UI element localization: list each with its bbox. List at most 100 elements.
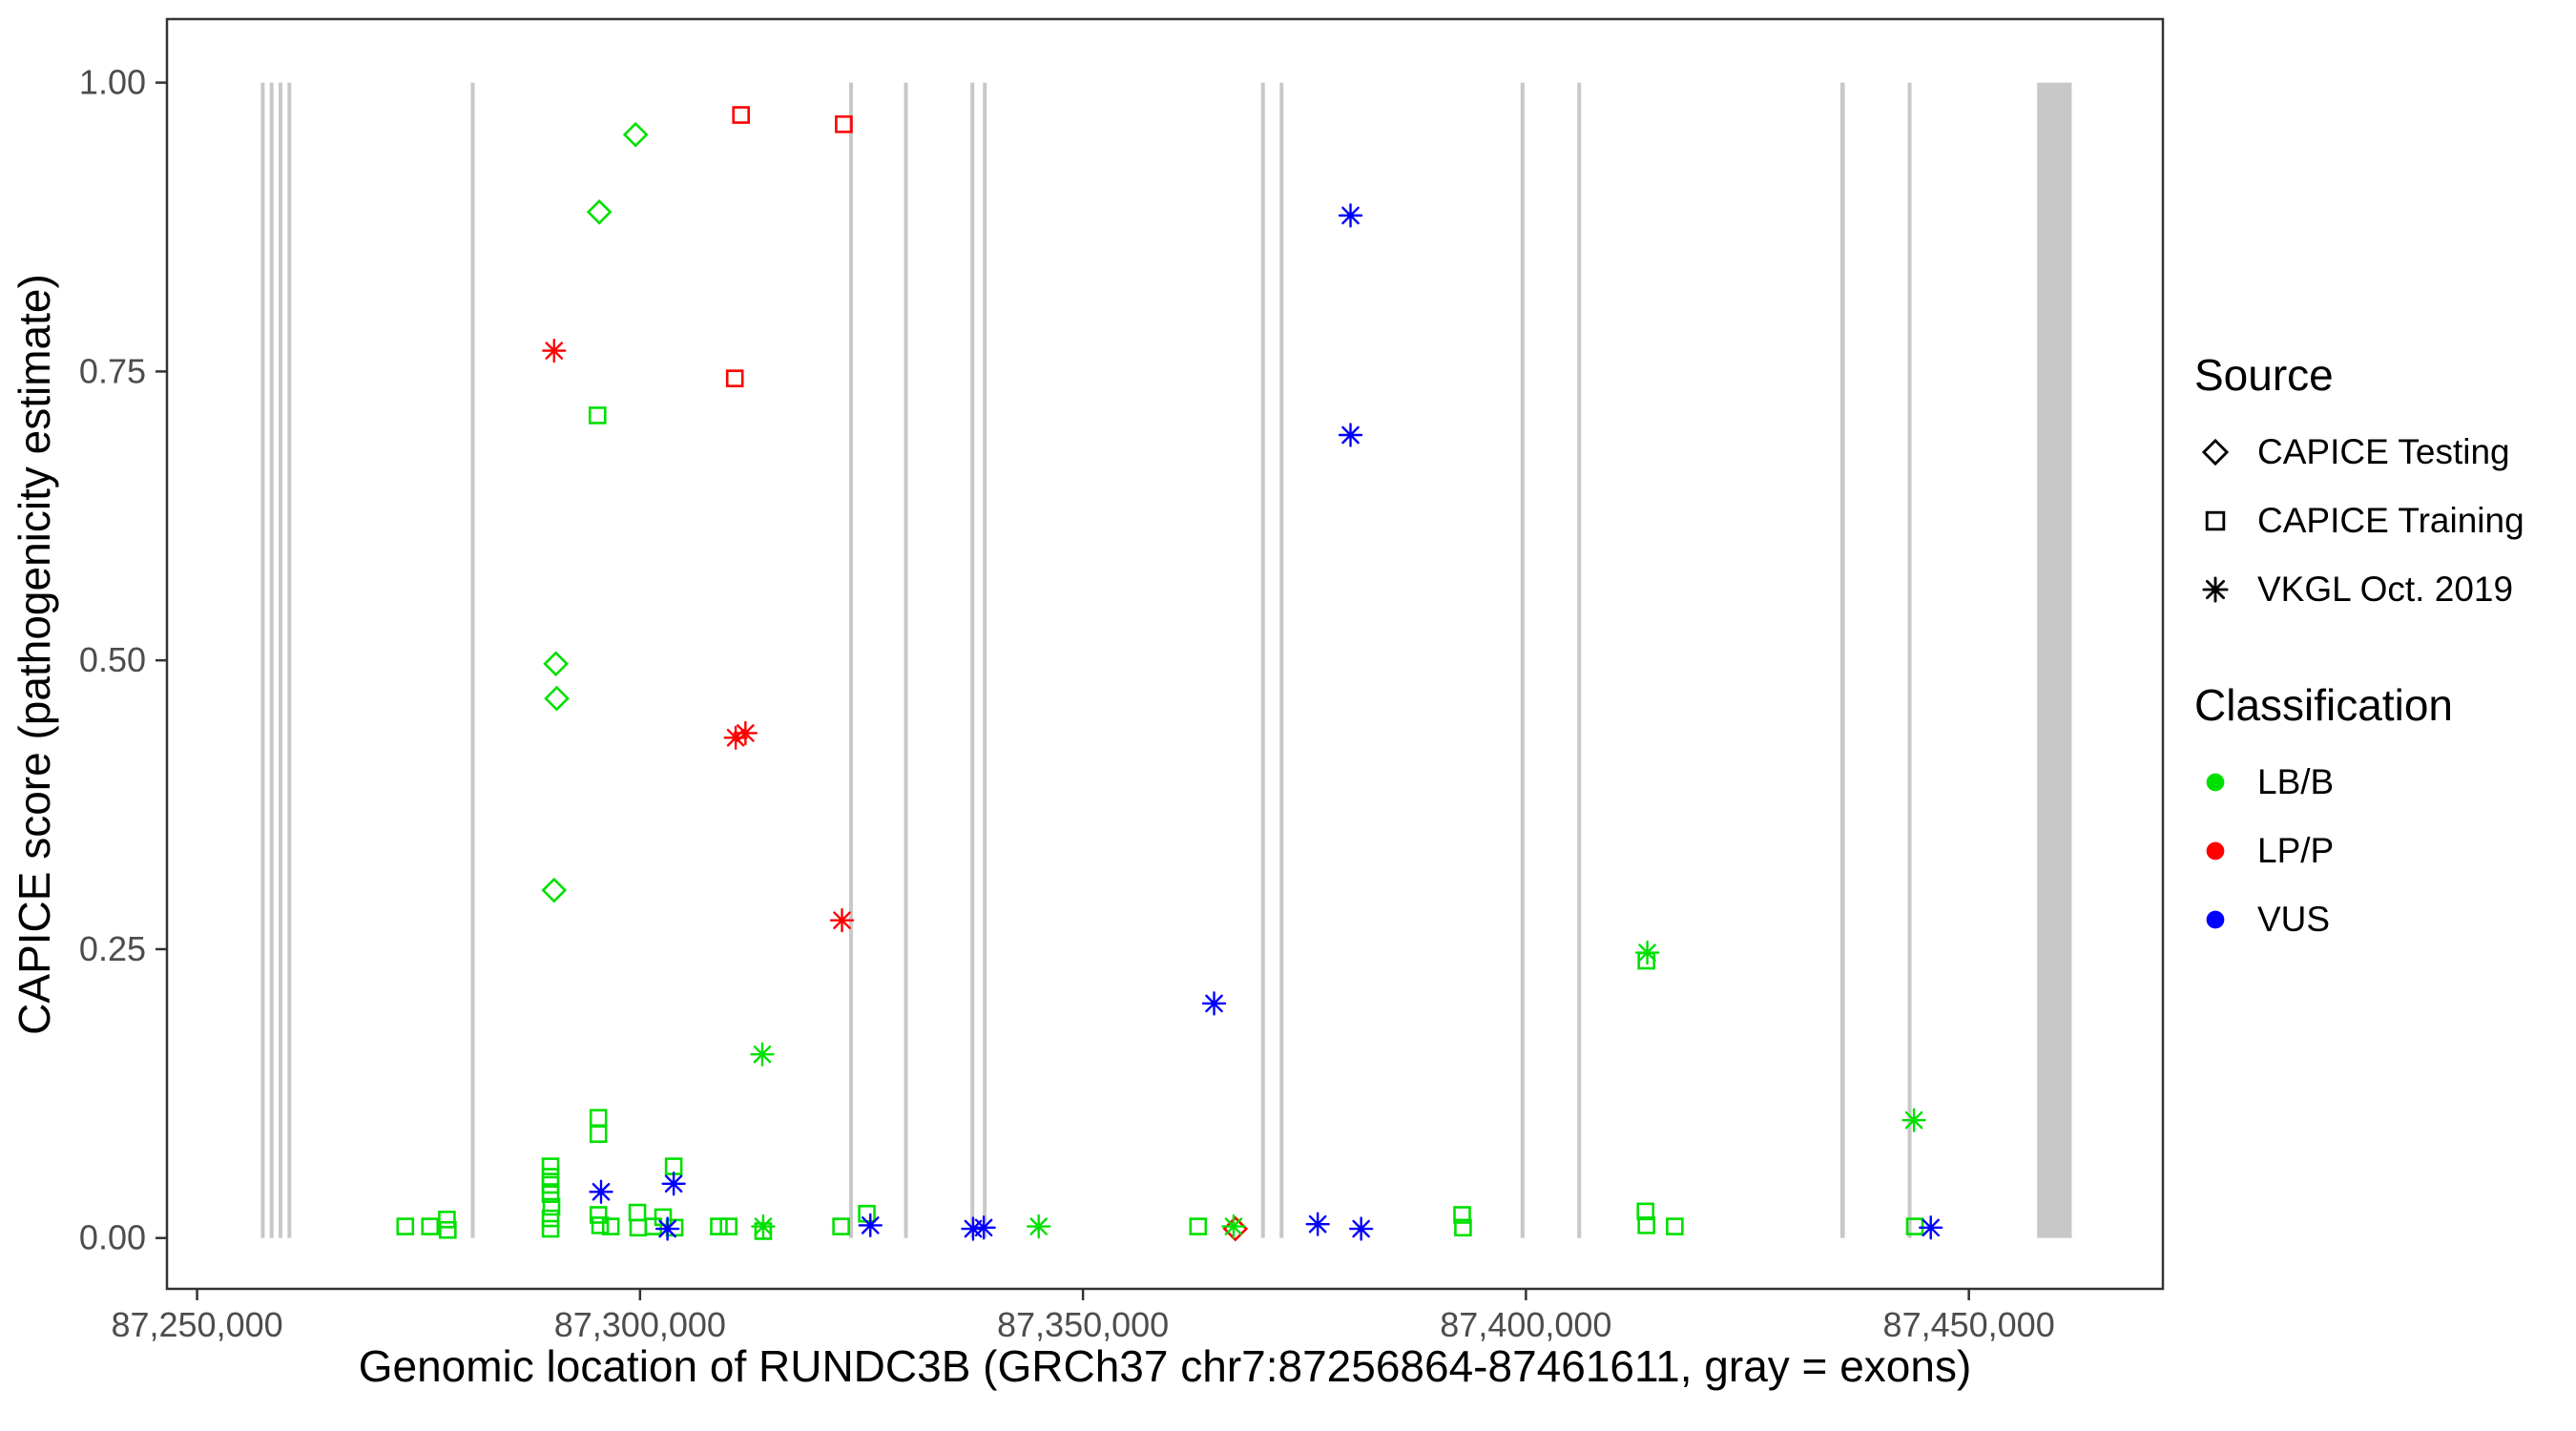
exon-bar [1577,82,1582,1238]
data-point [1189,1217,1208,1235]
data-point [1919,1215,1943,1240]
data-point [710,1217,728,1235]
data-point [541,877,568,903]
data-point [858,1213,883,1238]
data-point-layer [396,106,1943,1242]
data-point [541,1209,560,1228]
exon-bar [260,82,265,1238]
data-point [1453,1206,1471,1224]
data-point [1338,203,1363,228]
data-point [1636,1202,1655,1221]
green-dot-icon [2206,773,2225,792]
asterisk-icon [2202,576,2229,603]
data-point [750,1042,775,1067]
legend-source-title: Source [2194,350,2334,400]
data-point [1222,1215,1249,1242]
y-axis-label: CAPICE score (pathogenicity estimate) [10,274,59,1035]
data-point [438,1211,456,1229]
data-point [661,1172,686,1196]
data-point [719,1217,737,1235]
legend-label: CAPICE Testing [2257,432,2510,471]
red-dot-icon [2206,841,2225,861]
data-point [396,1217,415,1235]
data-point [542,1197,561,1216]
data-point [589,1125,608,1144]
data-point [971,1215,996,1240]
axes: 87,250,000 87,300,000 87,350,000 87,400,000… [79,63,2055,1344]
data-point [723,725,748,751]
data-point [1905,1217,1924,1235]
data-point [725,369,744,387]
data-point [588,406,607,425]
x-tick-label: 87,450,000 [1883,1305,2055,1344]
data-point [541,1175,560,1194]
exon-bar [1260,82,1265,1238]
data-point [589,1109,608,1128]
y-tick-label: 0.50 [79,640,146,679]
data-point [542,338,567,363]
exon-bar [278,82,282,1238]
data-point [1666,1217,1684,1235]
x-tick-label: 87,400,000 [1440,1305,1611,1344]
legend-item-capice-training: CAPICE Training [2194,487,2524,555]
legend-label: CAPICE Training [2257,501,2524,540]
data-point [1026,1213,1051,1239]
x-axis-label: Genomic location of RUNDC3B (GRCh37 chr7… [359,1341,1972,1391]
data-point [439,1220,457,1239]
exon-bar [970,82,975,1238]
data-point [589,1206,608,1224]
legend-item-lpp: LP/P [2194,817,2453,885]
data-point [1201,991,1227,1016]
data-point [1901,1108,1926,1132]
exon-bar [848,82,853,1238]
exon-bar [1279,82,1284,1238]
x-tick-label: 87,350,000 [997,1305,1169,1344]
data-point [543,651,569,677]
data-point [1305,1212,1330,1236]
exon-bar [2037,82,2072,1238]
square-icon [2205,510,2226,531]
exon-bar [983,82,987,1238]
data-point [835,114,853,134]
data-point [1338,423,1363,447]
exon-bar [269,82,274,1238]
exon-layer [260,82,2072,1238]
exon-bar [1907,82,1912,1238]
data-point [751,1213,776,1239]
legend-label: LB/B [2257,762,2335,801]
y-tick-label: 0.00 [79,1218,146,1257]
diamond-icon [2201,438,2230,467]
exon-bar [1840,82,1845,1238]
y-tick-label: 0.25 [79,929,146,968]
data-point [1634,940,1660,965]
exon-bar [904,82,908,1238]
data-point [961,1216,986,1241]
panel-border [165,17,2165,1291]
data-point [586,198,613,225]
data-point [628,1203,647,1222]
data-point [541,1219,560,1238]
data-point [858,1204,876,1223]
data-point [589,1179,613,1204]
data-point [541,1185,560,1203]
y-tick-label: 0.75 [79,351,146,390]
data-point [622,121,649,148]
blue-dot-icon [2206,910,2225,929]
legend-item-lbb: LB/B [2194,748,2453,817]
legend-classification-title: Classification [2194,680,2453,730]
data-point [832,1217,850,1235]
legend-source: Source CAPICE Testing CAPICE Training VK… [2194,349,2524,624]
y-tick-label: 1.00 [79,63,146,102]
data-point [629,1218,648,1237]
data-point [601,1217,620,1235]
data-point [1637,1216,1655,1234]
legend-label: VKGL Oct. 2019 [2257,570,2514,609]
legend-item-vkgl: VKGL Oct. 2019 [2194,555,2524,624]
data-point [654,1216,680,1241]
data-point [1221,1213,1246,1239]
data-point [1348,1216,1374,1241]
x-tick-label: 87,300,000 [554,1305,726,1344]
data-point [1454,1218,1472,1237]
